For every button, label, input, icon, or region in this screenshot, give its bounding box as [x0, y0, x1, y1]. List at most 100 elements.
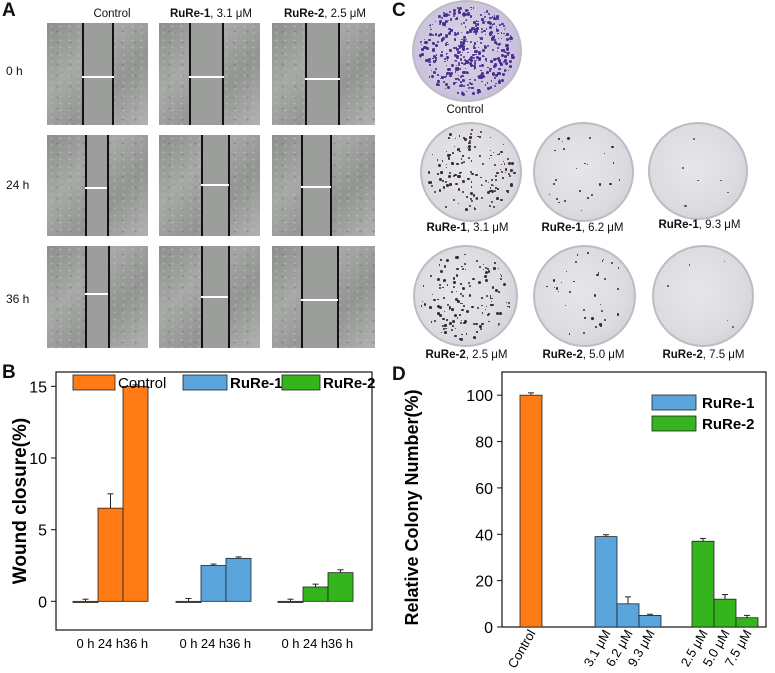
colony-dot: [496, 171, 499, 175]
colony-dot: [506, 169, 508, 171]
colony-dot: [495, 28, 498, 30]
colony-dot: [430, 27, 432, 29]
colony-dot: [467, 148, 471, 152]
colony-dot: [431, 41, 433, 43]
colony-dot: [452, 174, 456, 177]
colony-dot: [507, 51, 510, 55]
colony-dot: [489, 16, 492, 20]
colony-dot: [446, 52, 449, 55]
colony-dot: [458, 174, 462, 178]
colony-dot: [495, 289, 499, 292]
colony-dot: [433, 299, 436, 302]
dish-rure1-6.2: [533, 122, 634, 222]
colony-dot: [466, 48, 469, 50]
colony-dot: [459, 58, 463, 61]
colony-dot: [490, 37, 495, 41]
colony-dot: [474, 33, 477, 36]
colony-dot: [497, 187, 499, 190]
bar: [616, 603, 640, 628]
colony-dot: [461, 31, 463, 33]
colony-dot: [492, 22, 495, 25]
colony-dot: [458, 78, 461, 81]
colony-dot: [480, 27, 484, 31]
colony-dot: [465, 309, 469, 313]
colony-dot: [491, 16, 493, 18]
colony-dot: [480, 37, 483, 40]
colony-dot: [430, 184, 434, 188]
colony-dot: [467, 145, 471, 149]
colony-dot: [441, 76, 444, 80]
colony-dot: [432, 294, 434, 296]
colony-dot: [464, 9, 468, 12]
colony-dot: [503, 32, 505, 35]
x-tick-label: 24 h: [98, 636, 123, 651]
colony-dot: [465, 38, 467, 40]
colony-dot: [487, 270, 491, 274]
dish-rure1-9.3: [648, 122, 748, 220]
colony-dot: [447, 154, 451, 157]
colony-dot: [465, 19, 468, 21]
colony-dot: [497, 43, 501, 46]
bar: [200, 565, 227, 602]
colony-dot: [486, 267, 489, 270]
colony-dot: [461, 267, 465, 271]
plot-frame: [55, 371, 373, 631]
colony-dot: [468, 294, 472, 297]
colony-dot: [462, 286, 466, 290]
colony-dot: [475, 173, 478, 177]
colony-dot: [484, 55, 486, 57]
colony-dot: [491, 80, 493, 82]
colony-dot: [455, 182, 458, 186]
colony-dot: [569, 291, 571, 294]
colony-dot: [431, 41, 436, 46]
colony-dot: [437, 34, 441, 38]
y-tick-label: 40: [475, 527, 493, 544]
colony-dot: [447, 157, 451, 160]
colony-dot: [465, 90, 467, 93]
x-tick-label: 0 h: [179, 636, 197, 651]
colony-dot: [577, 254, 579, 256]
colony-dot: [463, 137, 468, 141]
colony-dot: [510, 183, 514, 187]
colony-dot: [452, 11, 456, 15]
colony-dot: [427, 181, 431, 185]
colony-dot: [506, 33, 509, 36]
colony-dot: [546, 285, 548, 287]
colony-dot: [458, 171, 461, 174]
y-tick-label: 80: [475, 435, 493, 452]
colony-dot: [486, 295, 489, 298]
colony-dot: [496, 32, 499, 35]
colony-dot: [472, 54, 475, 57]
colony-dot: [448, 10, 451, 13]
colony-dot: [483, 264, 485, 266]
colony-dot: [452, 277, 455, 280]
colony-dot: [471, 129, 474, 132]
colony-dot: [481, 18, 484, 21]
colony-dot: [498, 311, 502, 315]
colony-dot: [450, 71, 453, 75]
colony-dot: [473, 42, 477, 45]
colony-dot: [507, 158, 510, 161]
colony-dot: [617, 267, 620, 269]
colony-dot: [484, 33, 487, 36]
colony-dot: [467, 86, 471, 89]
colony-dot: [460, 302, 462, 304]
colony-dot: [487, 87, 491, 91]
colony-dot: [505, 51, 509, 54]
colony-dot: [466, 40, 468, 43]
colony-dot: [452, 9, 456, 13]
colony-dot: [481, 312, 484, 315]
colony-dot: [511, 55, 515, 59]
colony-dot: [464, 208, 468, 211]
legend-label: RuRe-1: [702, 395, 755, 412]
colony-dot: [489, 297, 492, 299]
colony-dot: [504, 27, 507, 30]
colony-dot: [446, 60, 449, 62]
colony-dot: [558, 290, 560, 292]
legend-label: RuRe-1: [230, 375, 283, 392]
colony-dot: [473, 208, 475, 210]
colony-dot: [461, 44, 466, 49]
colony-dot: [507, 191, 509, 193]
colony-dot: [431, 33, 435, 37]
colony-dot: [512, 54, 514, 56]
